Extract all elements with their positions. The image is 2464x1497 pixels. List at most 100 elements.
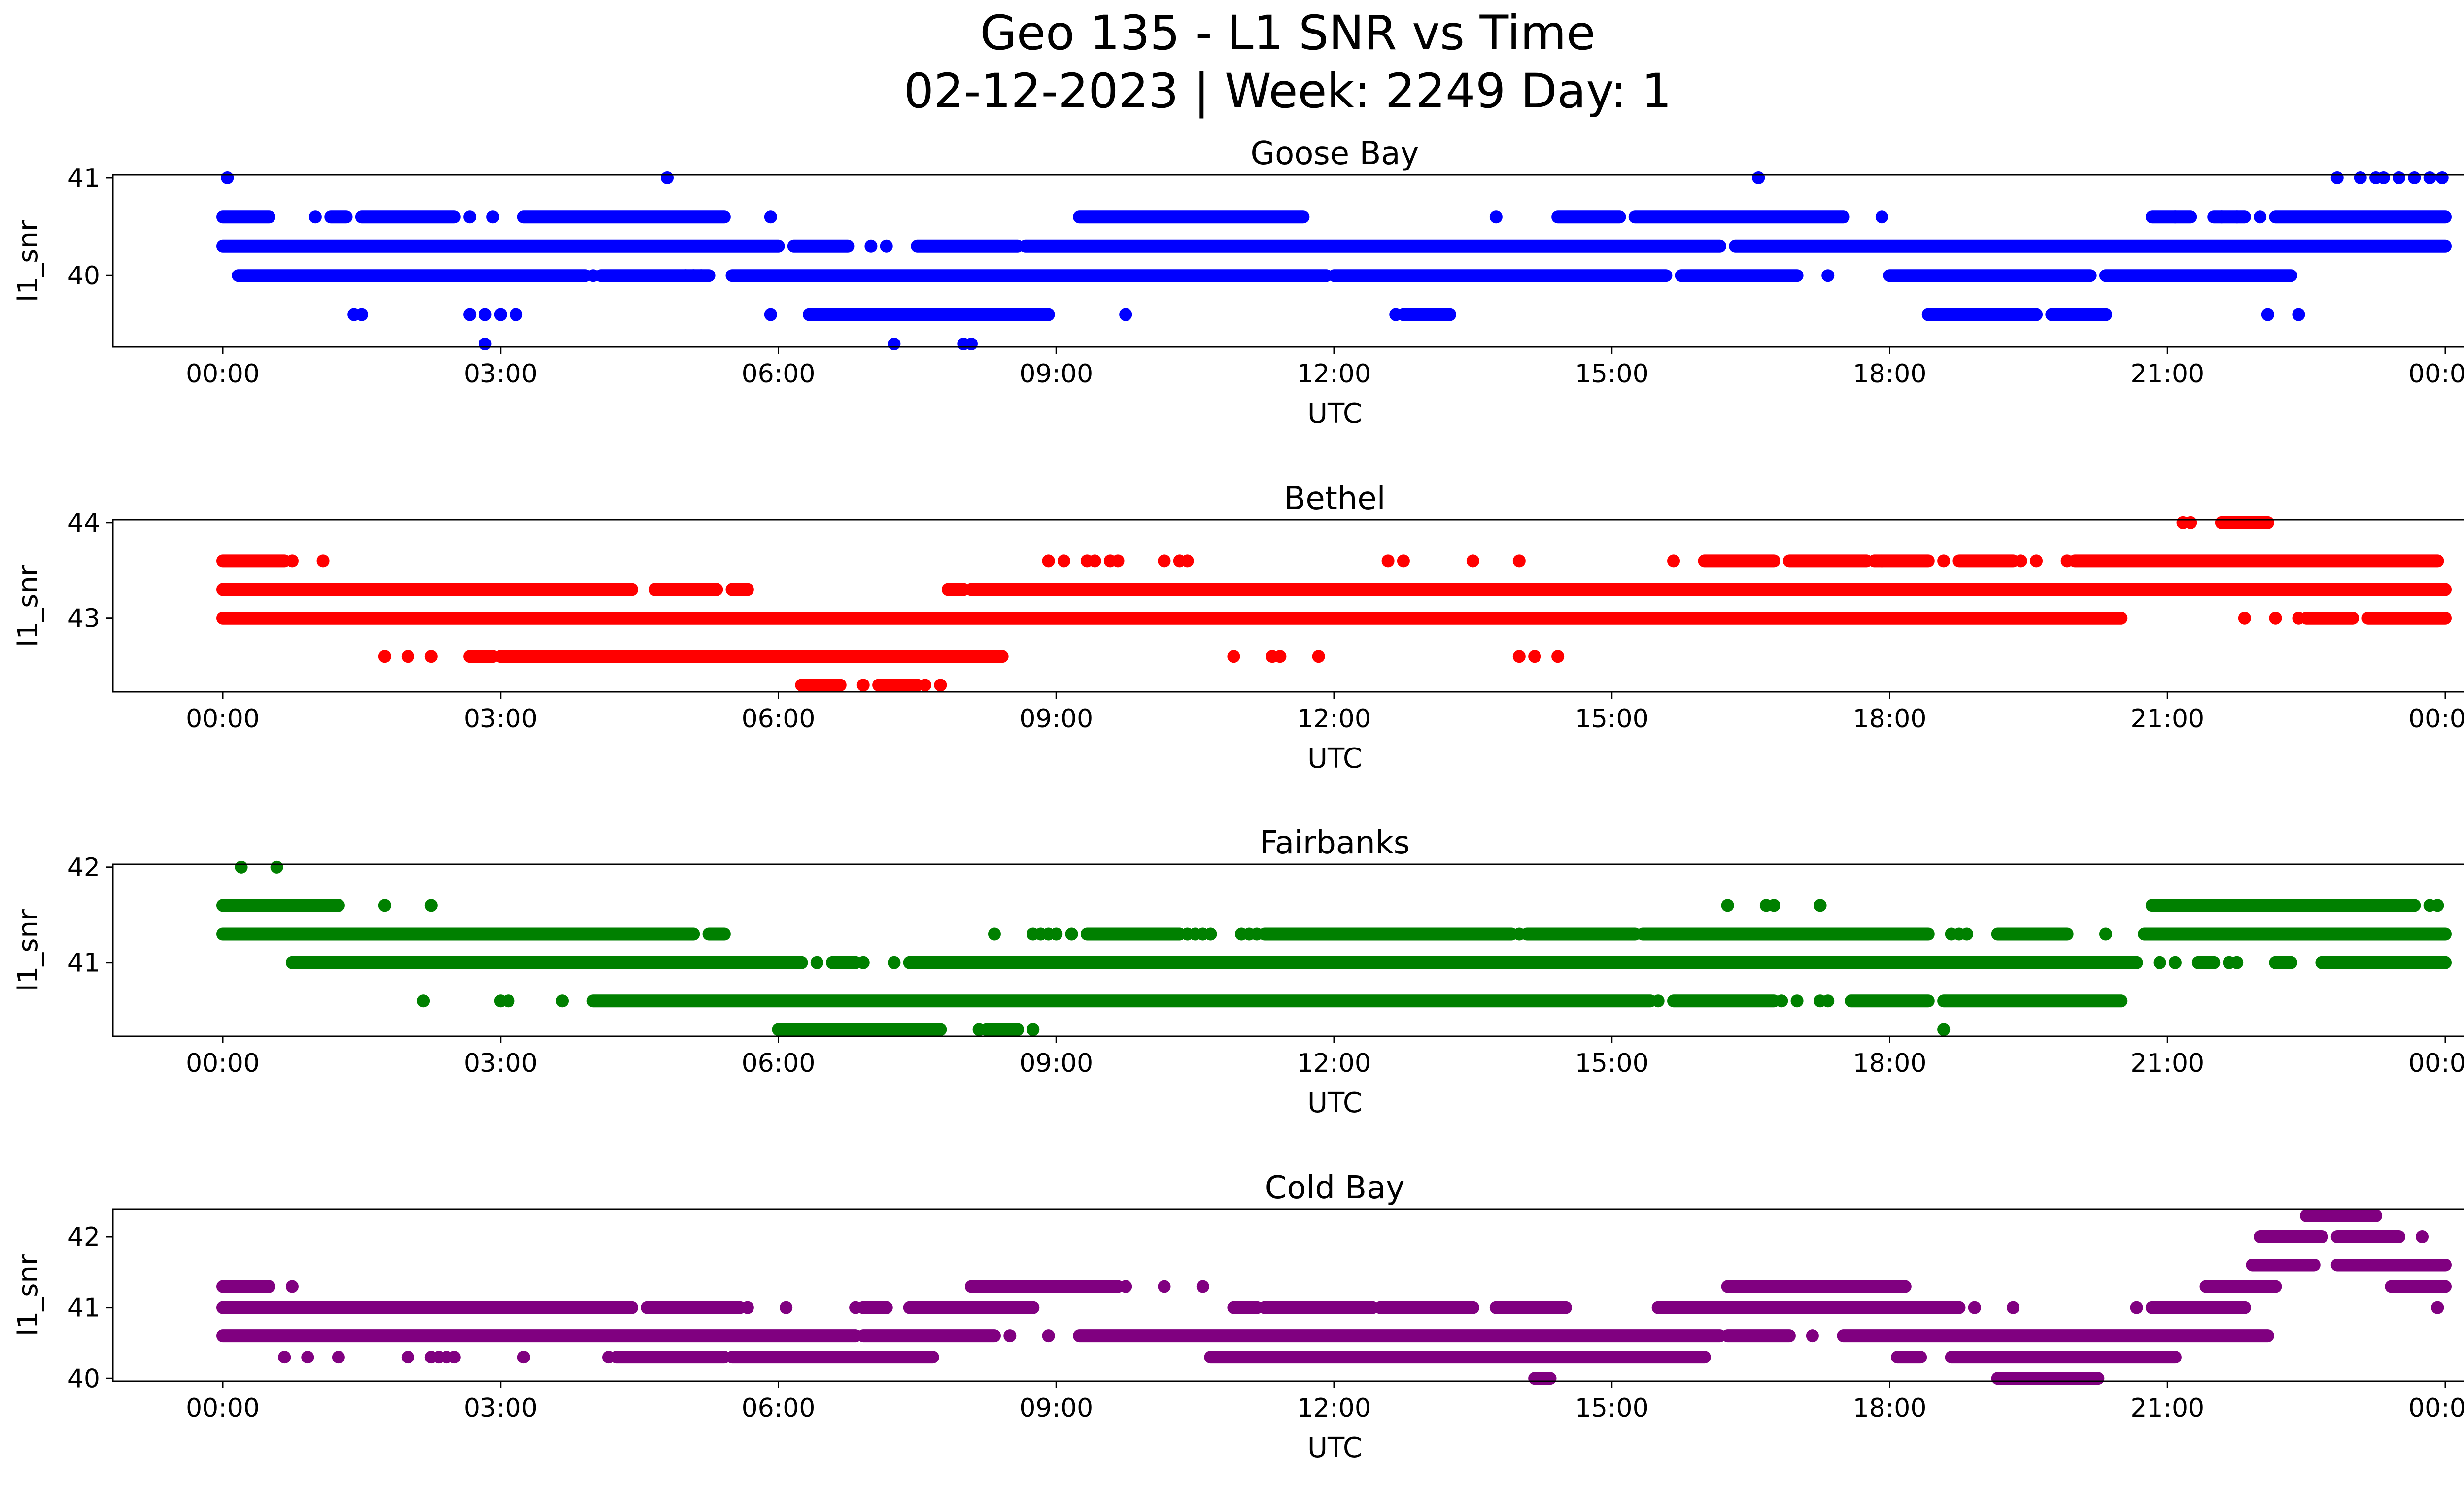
data-point-run (216, 583, 638, 596)
data-point (510, 308, 523, 321)
subplot-0: Goose Bay 00:00 03:00 06:00 09:00 12:00 15:00 1… (12, 136, 2464, 430)
y-tick-label: 41 (68, 1293, 100, 1323)
data-point (1042, 1329, 1055, 1343)
data-point (2030, 554, 2043, 568)
data-point (1397, 554, 1410, 568)
x-tick-label: 15:00 (1575, 1394, 1649, 1423)
data-point-run (872, 679, 924, 692)
data-point-run (216, 1301, 638, 1314)
data-point-run (232, 269, 592, 282)
data-point (2060, 554, 2074, 568)
data-point (1489, 210, 1503, 224)
data-point-run (2254, 1230, 2328, 1244)
data-point-run (1721, 1329, 1796, 1343)
data-point-run (2138, 927, 2452, 941)
x-tick-label: 06:00 (742, 704, 816, 734)
data-point (888, 338, 901, 351)
data-point-run (1721, 1280, 1912, 1293)
data-point (2168, 210, 2182, 224)
x-tick-label: 00:00 (186, 704, 260, 734)
data-point (1875, 210, 1888, 224)
data-point-run (1258, 1301, 1379, 1314)
x-tick-label: 03:00 (464, 1049, 538, 1078)
data-point (235, 860, 248, 874)
data-point-run (942, 583, 970, 596)
data-point (556, 994, 569, 1008)
data-point-run (594, 269, 692, 282)
data-point-run (1675, 269, 1804, 282)
data-point (1227, 650, 1240, 663)
x-tick-label: 18:00 (1853, 1394, 1927, 1423)
data-point-run (1520, 927, 1642, 941)
data-point (417, 994, 430, 1008)
data-point-run (216, 210, 275, 224)
x-tick-label: 15:00 (1575, 704, 1649, 734)
x-tick-label: 21:00 (2130, 1049, 2204, 1078)
data-point (424, 650, 438, 663)
data-point (1389, 308, 1403, 321)
y-axis-label: l1_snr (12, 909, 44, 991)
data-point (2269, 612, 2282, 625)
data-point (780, 1301, 793, 1314)
data-point-run (1397, 308, 1456, 321)
x-tick-label: 09:00 (1019, 1049, 1093, 1078)
data-point (316, 554, 330, 568)
y-tick-label: 42 (68, 853, 100, 883)
x-tick-label: 18:00 (1853, 704, 1927, 734)
x-tick-label: 00:00 (186, 359, 260, 389)
data-point-run (2215, 516, 2274, 529)
subplot-title: Fairbanks (1260, 825, 1410, 861)
data-point-run (1837, 1329, 2274, 1343)
x-tick-label: 00:00 (2408, 704, 2464, 734)
data-point (919, 679, 932, 692)
data-point-run (1204, 1351, 1711, 1364)
data-point-run (2207, 210, 2251, 224)
data-point-run (1073, 210, 1310, 224)
y-tick-label: 41 (68, 949, 100, 978)
data-point (2431, 899, 2444, 912)
data-point-run (2385, 1280, 2452, 1293)
data-point (586, 269, 600, 282)
data-point-run (1937, 994, 2128, 1008)
data-point-run (856, 1301, 893, 1314)
x-tick-label: 09:00 (1019, 1394, 1093, 1423)
data-point (1937, 1023, 1951, 1036)
data-point (1790, 994, 1804, 1008)
data-point-run (2068, 554, 2444, 568)
data-point-run (1636, 927, 1935, 941)
data-point-run (1019, 239, 1726, 253)
data-point (1158, 554, 1171, 568)
x-tick-label: 15:00 (1575, 359, 1649, 389)
data-point (2330, 171, 2344, 184)
data-point (1196, 1280, 1209, 1293)
data-point-run (216, 239, 785, 253)
x-tick-label: 21:00 (2130, 704, 2204, 734)
data-point-run (2145, 899, 2421, 912)
data-point (1111, 554, 1125, 568)
data-point-run (1883, 269, 2097, 282)
data-point-run (216, 899, 345, 912)
data-point-run (494, 650, 1009, 663)
data-point-run (2269, 956, 2297, 969)
data-point (1512, 554, 1526, 568)
data-point-run (1845, 994, 1935, 1008)
x-axis-label: UTC (1307, 1432, 1362, 1464)
data-point (221, 171, 234, 184)
data-point-run (2145, 1301, 2251, 1314)
y-tick-label: 43 (68, 604, 100, 634)
data-point (424, 899, 438, 912)
x-axis-label: UTC (1307, 743, 1362, 775)
data-point (502, 994, 515, 1008)
data-point (1027, 1023, 1040, 1036)
data-point (1158, 1280, 1171, 1293)
subplot-title: Goose Bay (1251, 136, 1419, 172)
data-point-run (1667, 994, 1780, 1008)
data-point-run (1551, 210, 1626, 224)
x-tick-label: 15:00 (1575, 1049, 1649, 1078)
data-point-run (2361, 612, 2452, 625)
data-point (1466, 554, 1479, 568)
x-tick-label: 00:00 (2408, 359, 2464, 389)
x-tick-label: 21:00 (2130, 359, 2204, 389)
x-tick-label: 12:00 (1297, 704, 1371, 734)
